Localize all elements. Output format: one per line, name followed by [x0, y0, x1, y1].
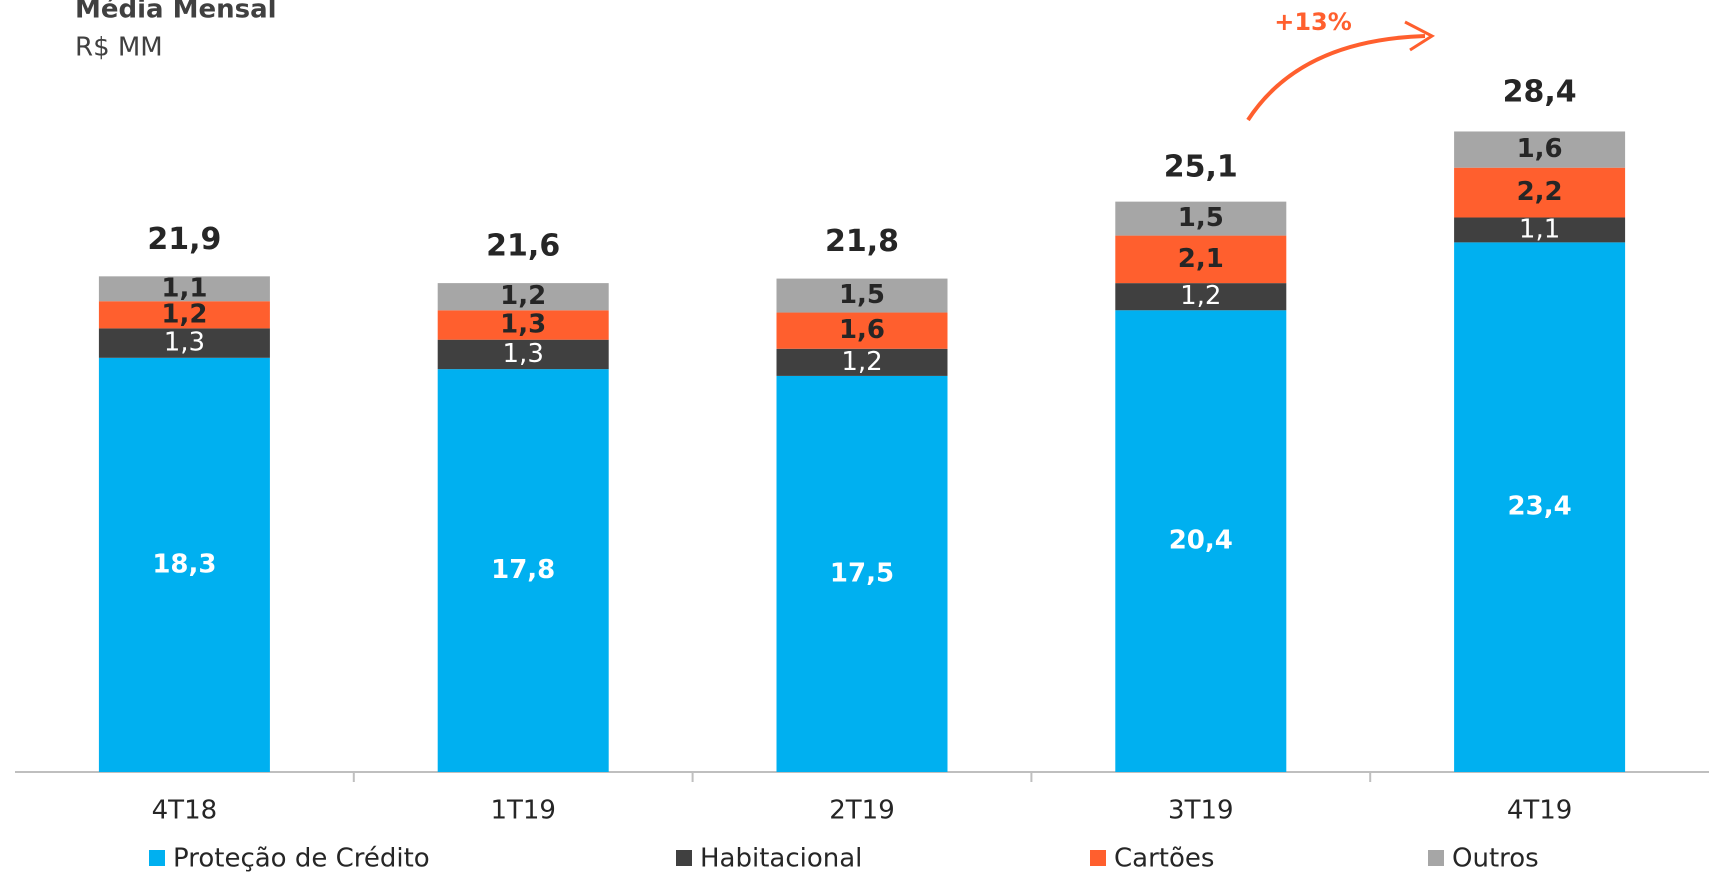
- value-label: 1,6: [839, 315, 885, 345]
- value-label: 1,2: [161, 299, 207, 329]
- bar-segment: [98, 301, 270, 329]
- x-tick-label: 1T19: [490, 796, 556, 826]
- value-label: 1,3: [500, 309, 546, 339]
- total-label: 21,6: [486, 229, 560, 264]
- bar-segment: [1115, 310, 1287, 772]
- x-tick-label: 4T19: [1507, 796, 1573, 826]
- value-label: 1,1: [1519, 214, 1560, 244]
- bar-segment: [1115, 235, 1287, 284]
- annotation: +13%: [1274, 8, 1352, 36]
- bar-segment: [1454, 167, 1626, 218]
- value-label: 1,5: [1178, 203, 1224, 233]
- bar-segment: [1454, 217, 1626, 243]
- value-label: 2,1: [1178, 244, 1224, 274]
- value-label: 1,6: [1517, 134, 1563, 164]
- bar-segment: [98, 328, 270, 358]
- legend-swatch: [676, 850, 692, 866]
- value-label: 1,3: [503, 339, 544, 369]
- bar-segment: [1454, 131, 1626, 168]
- bar-segment: [776, 375, 948, 772]
- bar-segment: [437, 339, 609, 370]
- legend-swatch: [1428, 850, 1444, 866]
- total-label: 25,1: [1164, 149, 1238, 184]
- arrow-head: [1404, 20, 1436, 52]
- chart-subtitle: R$ MM: [75, 33, 163, 63]
- value-label: 17,5: [830, 558, 894, 588]
- total-label: 21,9: [147, 222, 221, 257]
- bar-segment: [98, 276, 270, 302]
- total-label: 21,8: [825, 224, 899, 259]
- legend-swatch: [1090, 850, 1106, 866]
- bar-segment: [776, 312, 948, 349]
- bar-segment: [776, 278, 948, 313]
- value-label: 1,2: [1180, 281, 1221, 311]
- value-label: 1,3: [164, 328, 205, 358]
- legend-label: Cartões: [1114, 844, 1214, 874]
- value-label: 23,4: [1508, 492, 1572, 522]
- bar-segment: [1115, 201, 1287, 236]
- value-label: 20,4: [1169, 526, 1233, 556]
- bar-segment: [437, 310, 609, 340]
- value-label: 1,2: [500, 281, 546, 311]
- bar-segment: [437, 369, 609, 772]
- bar-segment: [98, 357, 270, 772]
- bar-segment: [1115, 283, 1287, 311]
- x-tick-label: 3T19: [1168, 796, 1234, 826]
- legend-swatch: [149, 850, 165, 866]
- bar-segment: [1454, 242, 1626, 772]
- value-label: 1,1: [161, 273, 207, 303]
- value-label: 1,5: [839, 280, 885, 310]
- value-label: 18,3: [152, 549, 216, 579]
- x-tick-label: 4T18: [152, 796, 218, 826]
- legend-label: Habitacional: [700, 844, 862, 874]
- legend-label: Outros: [1452, 844, 1539, 874]
- value-label: 17,8: [491, 555, 555, 585]
- annotation-arrow: [1246, 34, 1426, 122]
- total-label: 28,4: [1503, 75, 1577, 110]
- x-tick-label: 2T19: [829, 796, 895, 826]
- chart-title: Média Mensal: [75, 0, 277, 25]
- legend-label: Proteção de Crédito: [173, 844, 430, 874]
- value-label: 1,2: [841, 347, 882, 377]
- bar-segment: [776, 348, 948, 376]
- bar-segment: [437, 283, 609, 311]
- value-label: 2,2: [1517, 177, 1563, 207]
